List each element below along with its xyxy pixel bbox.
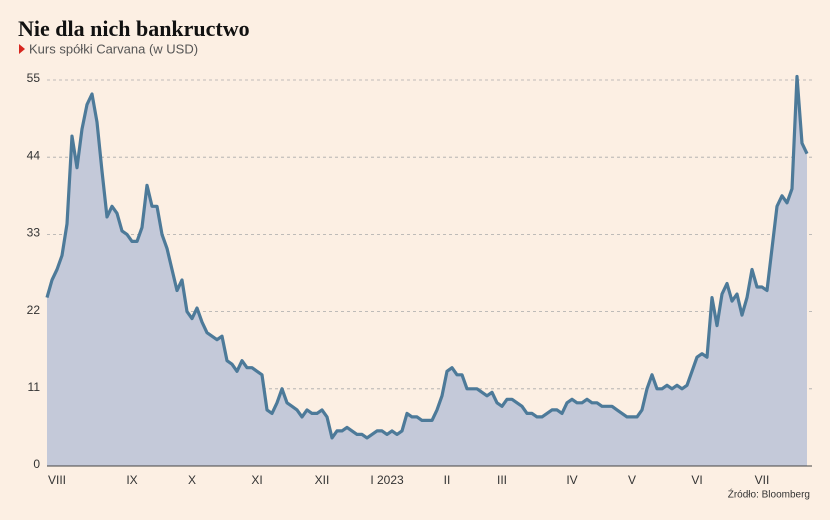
x-tick-label: II [444,473,451,487]
y-tick-label: 11 [28,380,41,394]
chart-title: Nie dla nich bankructwo [18,16,250,41]
area [47,76,807,466]
x-tick-label: IV [566,473,577,487]
x-tick-label: VIII [48,473,66,487]
x-tick-label: XII [315,473,330,487]
subtitle-marker [19,44,25,54]
x-tick-label: X [188,473,196,487]
x-tick-label: IX [126,473,137,487]
y-tick-label: 22 [27,303,41,317]
x-tick-label: I 2023 [370,473,404,487]
subtitle: Kurs spółki Carvana (w USD) [29,41,198,56]
y-tick-label: 33 [27,226,41,240]
y-tick-label: 55 [27,71,41,85]
x-tick-label: VII [755,473,770,487]
x-tick-label: VI [691,473,702,487]
x-tick-label: III [497,473,507,487]
x-tick-label: V [628,473,636,487]
source: Źródło: Bloomberg [728,488,810,501]
y-tick-label: 44 [27,148,41,162]
x-tick-label: XI [251,473,262,487]
line [45,74,809,440]
y-tick-label: 0 [33,457,40,471]
